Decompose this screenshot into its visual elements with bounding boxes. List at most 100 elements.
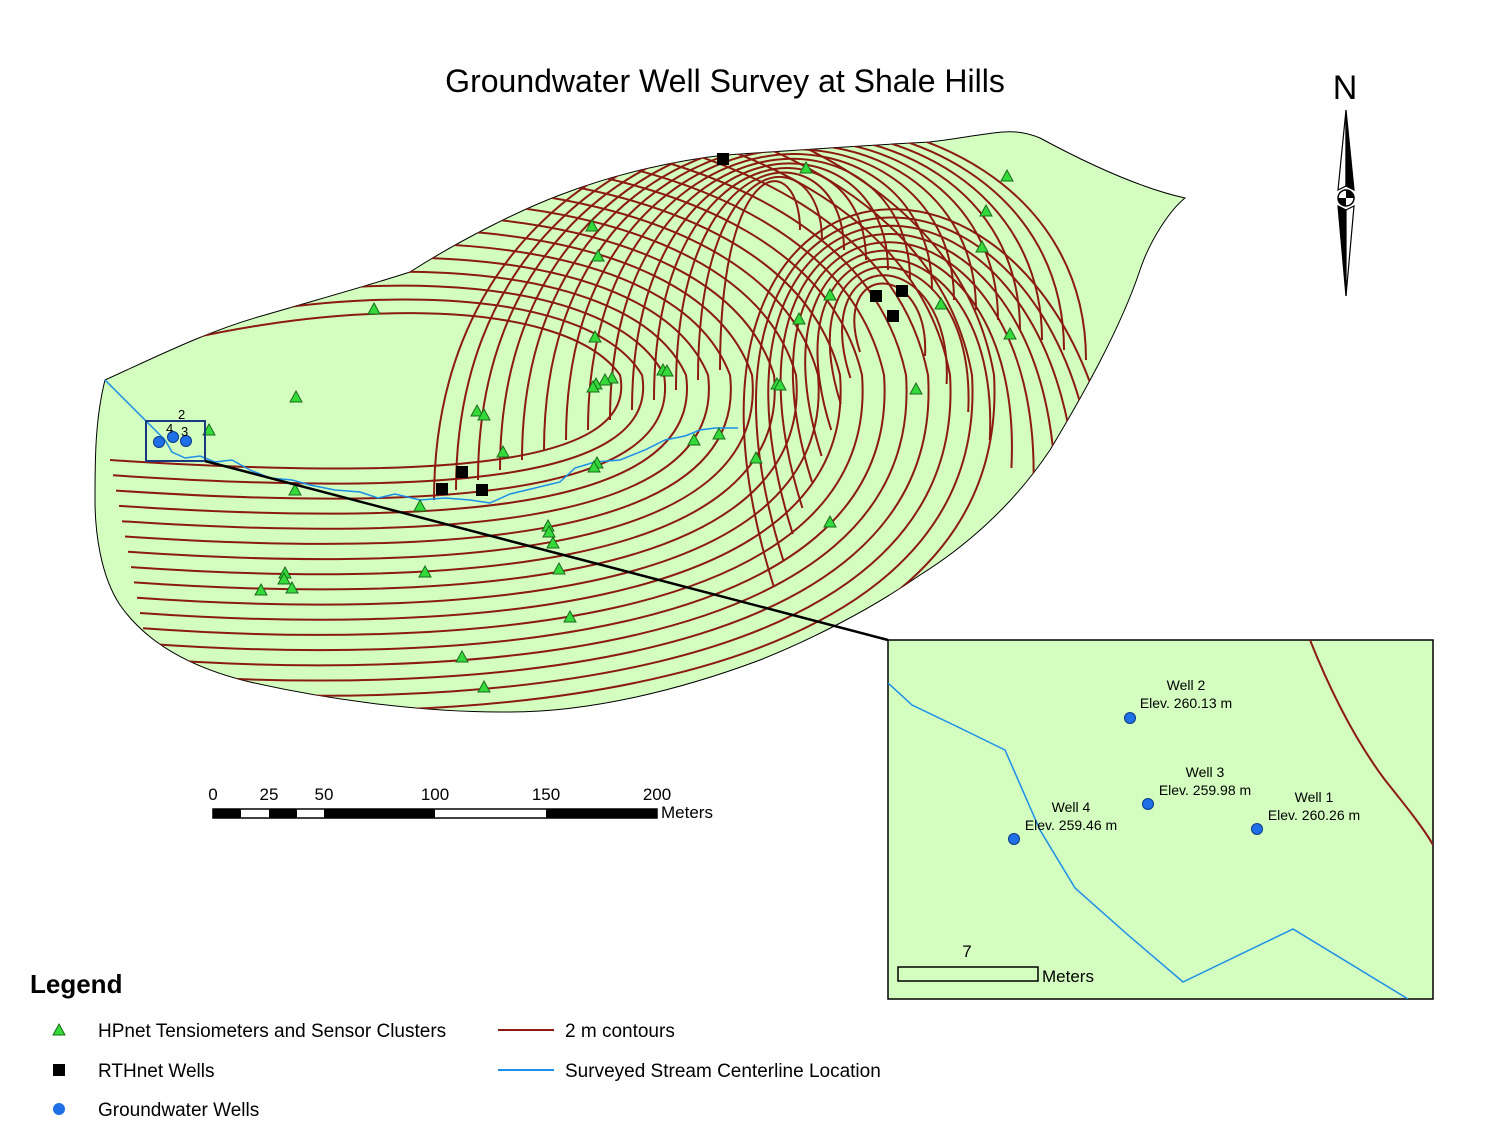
watershed-basin [94, 131, 1187, 713]
tensiometer-marker[interactable] [605, 370, 619, 384]
contour-line [148, 131, 908, 667]
contour-line [455, 131, 1065, 491]
tensiometer-marker[interactable] [1000, 168, 1014, 182]
tensiometer-marker[interactable] [413, 498, 427, 512]
tensiometer-marker[interactable] [823, 514, 837, 528]
tensiometer-marker[interactable] [591, 248, 605, 262]
scale-tick-label: 100 [421, 785, 449, 804]
tensiometer-marker[interactable] [687, 432, 701, 446]
tensiometer-marker[interactable] [477, 407, 491, 421]
tensiometer-marker[interactable] [254, 582, 268, 596]
well-3-marker[interactable] [1142, 798, 1154, 810]
well-2-elevation: Elev. 260.13 m [1140, 695, 1232, 711]
groundwater-well-marker[interactable] [153, 436, 165, 448]
scale-unit: Meters [661, 803, 713, 822]
tensiometer-marker[interactable] [909, 381, 923, 395]
map-title: Groundwater Well Survey at Shale Hills [445, 63, 1005, 99]
tensiometer-marker[interactable] [749, 450, 763, 464]
tensiometer-marker[interactable] [588, 329, 602, 343]
groundwater-well-marker[interactable] [180, 435, 192, 447]
north-arrow-icon: N [1333, 69, 1358, 297]
rthnet-well-marker[interactable] [896, 285, 908, 297]
square-icon [53, 1064, 65, 1076]
tensiometer-marker[interactable] [773, 377, 787, 391]
tensiometer-marker[interactable] [979, 203, 993, 217]
contour-line [754, 216, 1100, 581]
tensiometer-marker[interactable] [712, 426, 726, 440]
tensiometer-marker[interactable] [477, 679, 491, 693]
tensiometer-marker[interactable] [285, 580, 299, 594]
well-4-marker[interactable] [1008, 833, 1020, 845]
tensiometer-marker[interactable] [799, 160, 813, 174]
rthnet-well-marker[interactable] [717, 153, 729, 165]
tensiometer-marker[interactable] [660, 363, 674, 377]
contour-line [828, 266, 970, 413]
contour-line [697, 176, 823, 381]
contour-line [675, 171, 845, 391]
scale-tick-label: 50 [315, 785, 334, 804]
tensiometer-marker[interactable] [418, 564, 432, 578]
contour-line [112, 298, 645, 485]
tensiometer-markers [202, 160, 1017, 693]
inset-contour [1309, 640, 1433, 846]
contour-line [653, 167, 867, 401]
contour-line [767, 224, 1078, 553]
circle-icon [53, 1103, 65, 1115]
contour-line [151, 131, 930, 682]
tensiometer-marker[interactable] [288, 482, 302, 496]
scale-tick-label: 25 [260, 785, 279, 804]
tensiometer-marker[interactable] [289, 389, 303, 403]
tensiometer-marker[interactable] [586, 379, 600, 393]
tensiometer-marker[interactable] [542, 524, 556, 538]
rthnet-well-markers [436, 153, 908, 496]
tensiometer-marker[interactable] [587, 459, 601, 473]
contour-line [816, 257, 992, 441]
well-1-elevation: Elev. 260.26 m [1268, 807, 1360, 823]
tensiometer-marker[interactable] [470, 403, 484, 417]
contour-line [157, 131, 974, 712]
tensiometer-marker[interactable] [934, 296, 948, 310]
contour-line [804, 249, 1013, 469]
rthnet-well-marker[interactable] [870, 290, 882, 302]
tensiometer-marker[interactable] [367, 301, 381, 315]
well-2-name: Well 2 [1167, 677, 1206, 693]
contour-line [719, 180, 801, 371]
tensiometer-marker[interactable] [975, 239, 989, 253]
groundwater-well-marker[interactable] [167, 431, 179, 443]
contour-line [160, 131, 996, 713]
rthnet-well-marker[interactable] [476, 484, 488, 496]
rthnet-well-marker[interactable] [887, 310, 899, 322]
well-label: 2 [178, 407, 185, 422]
tensiometer-marker[interactable] [563, 609, 577, 623]
north-letter: N [1333, 69, 1358, 107]
contour-line [154, 131, 952, 697]
well-1-marker[interactable] [1251, 823, 1263, 835]
tensiometer-marker[interactable] [585, 218, 599, 232]
contour-line [841, 274, 948, 385]
tensiometer-marker[interactable] [277, 571, 291, 585]
scale-tick-label: 0 [208, 785, 217, 804]
legend-item-label: HPnet Tensiometers and Sensor Clusters [98, 1021, 446, 1042]
legend-item-label: RTHnet Wells [98, 1061, 215, 1082]
tensiometer-marker[interactable] [792, 311, 806, 325]
contour-line [791, 241, 1035, 497]
well-label: 4 [166, 421, 173, 436]
rthnet-well-marker[interactable] [456, 466, 468, 478]
inset-extent-box[interactable] [145, 420, 206, 462]
tensiometer-marker[interactable] [455, 649, 469, 663]
tensiometer-marker[interactable] [598, 372, 612, 386]
well-2-marker[interactable] [1124, 712, 1136, 724]
tensiometer-marker[interactable] [823, 287, 837, 301]
contour-line [587, 153, 933, 431]
rthnet-well-marker[interactable] [436, 483, 448, 495]
tensiometer-marker[interactable] [496, 444, 510, 458]
legend-title: Legend [30, 969, 122, 999]
contour-line [853, 282, 927, 357]
well-4-name: Well 4 [1052, 799, 1091, 815]
tensiometer-marker[interactable] [546, 535, 560, 549]
well-4-elevation: Elev. 259.46 m [1025, 817, 1117, 833]
inset-scale-bar [897, 966, 1039, 982]
tensiometer-marker[interactable] [552, 561, 566, 575]
tensiometer-marker[interactable] [1003, 326, 1017, 340]
